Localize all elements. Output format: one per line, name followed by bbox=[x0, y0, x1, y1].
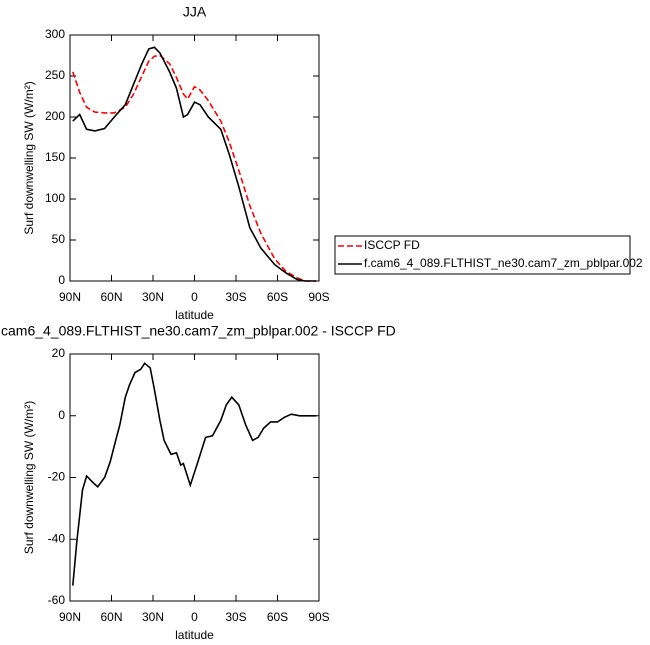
x-tick-label: 60N bbox=[100, 610, 122, 624]
x-tick-label: 90N bbox=[59, 610, 81, 624]
chart-title: JJA bbox=[183, 4, 207, 20]
data-line bbox=[72, 54, 317, 282]
plot-frame bbox=[69, 353, 320, 602]
x-axis-label: latitude bbox=[175, 628, 214, 642]
y-tick-label: 250 bbox=[45, 68, 65, 82]
plot-frame bbox=[69, 34, 320, 282]
data-line bbox=[72, 362, 317, 586]
y-tick-label: 0 bbox=[58, 273, 65, 287]
x-tick-label: 60N bbox=[100, 290, 122, 304]
x-tick-label: 30S bbox=[225, 290, 246, 304]
y-tick-label: 20 bbox=[52, 346, 66, 360]
y-axis-label: Surf downwelling SW (W/m²) bbox=[22, 401, 36, 554]
x-tick-label: 0 bbox=[191, 290, 198, 304]
legend-label: ISCCP FD bbox=[364, 238, 420, 252]
legend-box bbox=[334, 235, 631, 275]
y-tick-label: 200 bbox=[45, 109, 65, 123]
y-tick-label: -40 bbox=[48, 531, 66, 545]
x-axis-label: latitude bbox=[175, 308, 214, 322]
x-tick-label: 90S bbox=[308, 290, 329, 304]
x-tick-label: 90N bbox=[59, 290, 81, 304]
y-tick-label: 100 bbox=[45, 191, 65, 205]
y-tick-label: 150 bbox=[45, 150, 65, 164]
x-tick-label: 30N bbox=[142, 290, 164, 304]
legend-label: f.cam6_4_089.FLTHIST_ne30.cam7_zm_pblpar… bbox=[364, 256, 643, 270]
y-tick-label: 300 bbox=[45, 27, 65, 41]
x-tick-label: 0 bbox=[191, 610, 198, 624]
chart-title: f.cam6_4_089.FLTHIST_ne30.cam7_zm_pblpar… bbox=[0, 323, 396, 339]
x-tick-label: 30S bbox=[225, 610, 246, 624]
data-line bbox=[72, 46, 317, 282]
x-tick-label: 60S bbox=[267, 290, 288, 304]
x-tick-label: 30N bbox=[142, 610, 164, 624]
x-tick-label: 60S bbox=[267, 610, 288, 624]
y-tick-label: 50 bbox=[52, 232, 66, 246]
y-tick-label: 0 bbox=[58, 408, 65, 422]
x-tick-label: 90S bbox=[308, 610, 329, 624]
y-tick-label: -20 bbox=[48, 470, 66, 484]
y-tick-label: -60 bbox=[48, 593, 66, 607]
y-axis-label: Surf downwelling SW (W/m²) bbox=[22, 81, 36, 234]
